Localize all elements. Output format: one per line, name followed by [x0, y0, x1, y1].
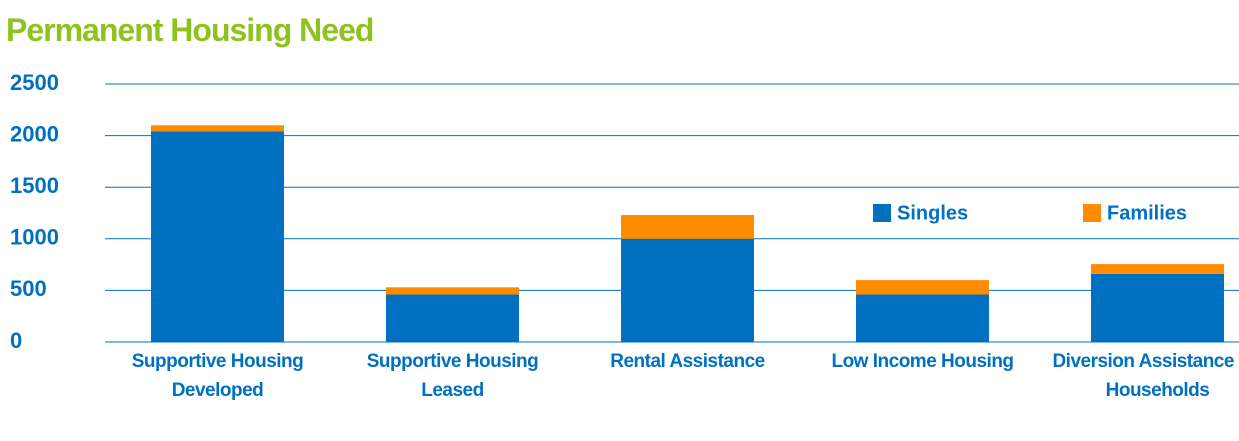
y-tick-label: 2000: [10, 121, 59, 146]
y-tick-label: 0: [10, 328, 22, 353]
x-tick-label: Supportive Housing Leased: [366, 351, 539, 401]
bar-segment: [1091, 264, 1224, 274]
y-tick-label: 2500: [10, 70, 59, 95]
bar-segment: [386, 294, 519, 342]
legend-swatch: [873, 204, 891, 222]
bar-segment: [151, 131, 284, 342]
x-tick-label: Rental Assistance: [610, 351, 765, 372]
bar-segment: [621, 238, 754, 342]
y-tick-label: 1500: [10, 173, 59, 198]
bar-segment: [386, 287, 519, 295]
legend-label: Singles: [897, 202, 968, 224]
x-tick-label: Diversion Assistance for Households: [1052, 351, 1239, 401]
legend-label: Families: [1107, 202, 1187, 224]
chart-title: Permanent Housing Need: [6, 12, 374, 48]
bar-segment: [621, 215, 754, 239]
bar-segment: [856, 280, 989, 295]
x-tick-label: Low Income Housing: [831, 351, 1014, 372]
bar-segment: [1091, 273, 1224, 342]
y-tick-label: 500: [10, 276, 47, 301]
legend-swatch: [1083, 204, 1101, 222]
y-tick-label: 1000: [10, 225, 59, 250]
bar-segment: [856, 294, 989, 342]
bar-segment: [151, 125, 284, 132]
x-tick-label: Supportive Housing Developed: [131, 351, 304, 401]
